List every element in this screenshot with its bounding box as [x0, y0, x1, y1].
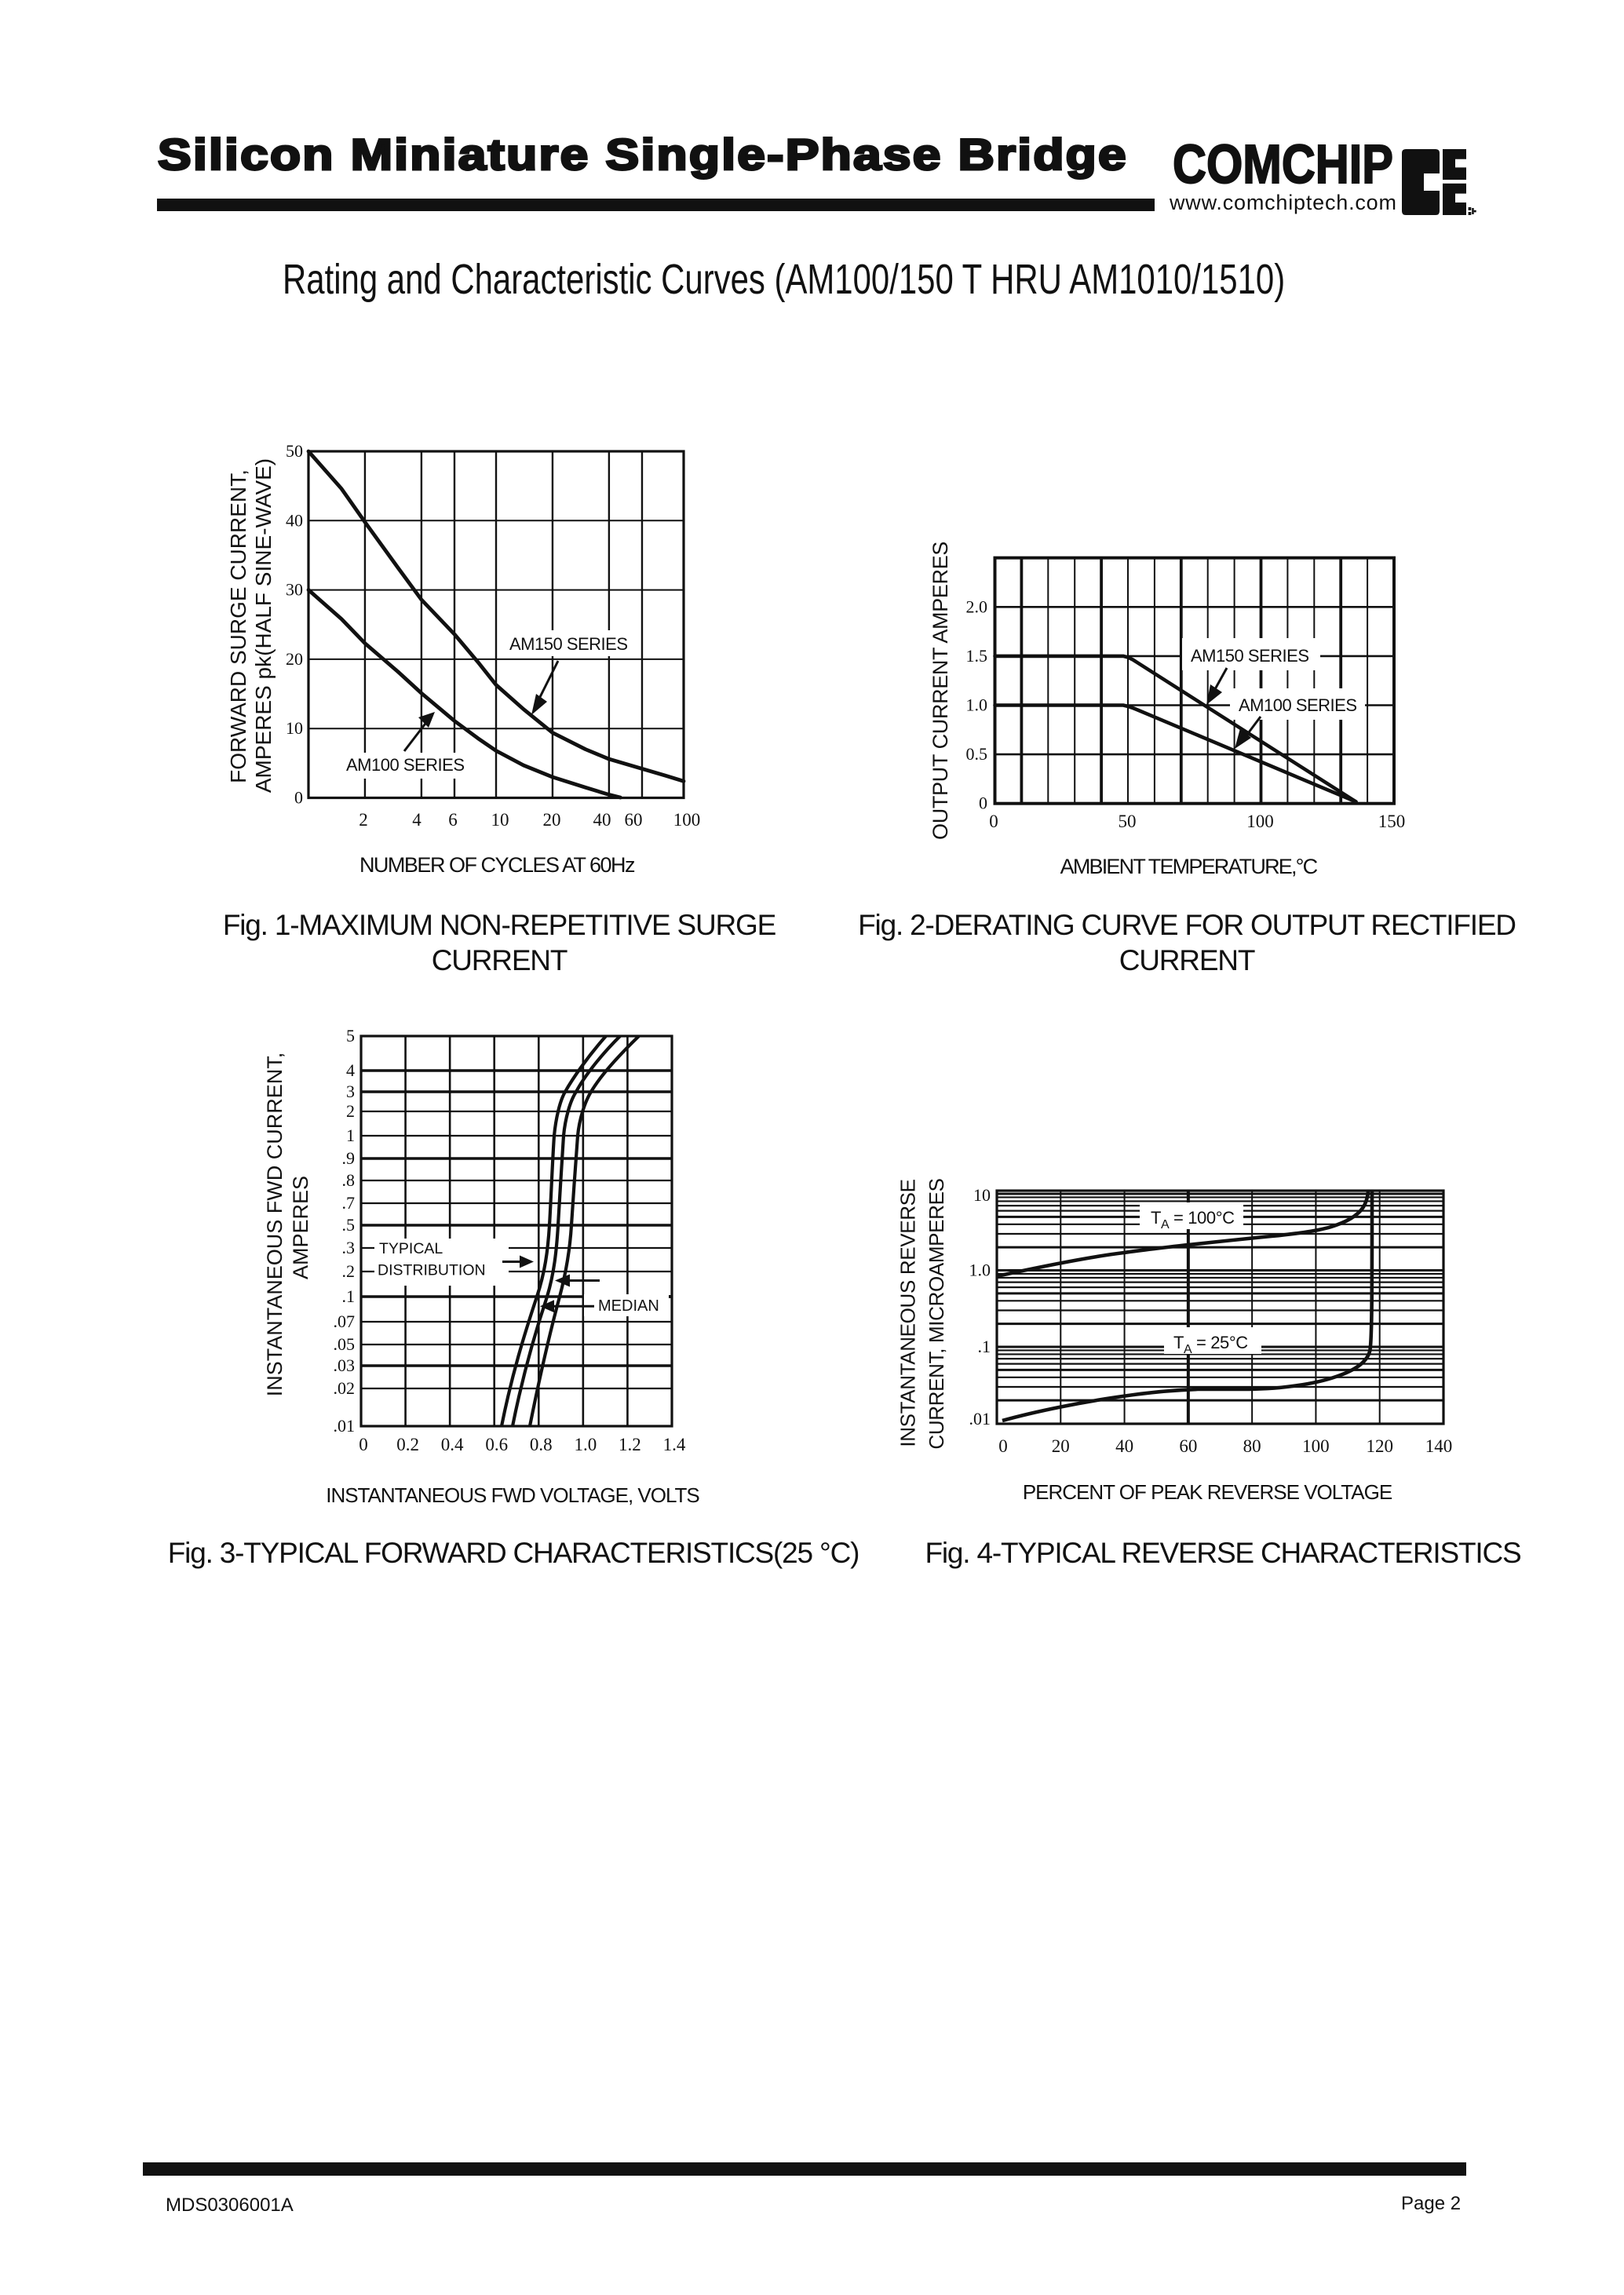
svg-text:0: 0 — [989, 812, 998, 831]
svg-text:40: 40 — [1115, 1436, 1133, 1456]
svg-text:OUTPUT CURRENT AMPERES: OUTPUT CURRENT AMPERES — [929, 542, 952, 840]
svg-text:10: 10 — [491, 810, 509, 830]
svg-text:MEDIAN: MEDIAN — [598, 1297, 659, 1315]
svg-text:2: 2 — [346, 1101, 355, 1121]
svg-text:1.5: 1.5 — [966, 646, 988, 666]
svg-text:.1: .1 — [978, 1337, 991, 1356]
svg-text:40: 40 — [286, 510, 303, 530]
svg-text:100: 100 — [1246, 812, 1274, 831]
svg-text:.1: .1 — [342, 1286, 356, 1306]
svg-text:30: 30 — [286, 580, 303, 600]
svg-text:.02: .02 — [334, 1378, 356, 1398]
svg-text:3: 3 — [346, 1082, 355, 1101]
svg-text:AM150 SERIES: AM150 SERIES — [1191, 646, 1309, 666]
svg-text:20: 20 — [543, 810, 561, 830]
svg-text:5: 5 — [346, 1026, 355, 1045]
svg-text:0: 0 — [359, 1435, 368, 1454]
svg-text:INSTANTANEOUS FWD CURRENT,: INSTANTANEOUS FWD CURRENT, — [263, 1053, 286, 1397]
svg-text:.05: .05 — [334, 1334, 356, 1354]
svg-text:NUMBER OF CYCLES AT 60Hz: NUMBER OF CYCLES AT 60Hz — [359, 853, 635, 877]
svg-text:1.0: 1.0 — [574, 1435, 597, 1454]
svg-text:1.0: 1.0 — [966, 695, 988, 715]
svg-text:0.4: 0.4 — [441, 1435, 464, 1454]
svg-text:CURRENT, MICROAMPERES: CURRENT, MICROAMPERES — [925, 1178, 948, 1449]
svg-text:.03: .03 — [334, 1355, 356, 1375]
svg-text:100: 100 — [1302, 1436, 1330, 1456]
svg-text:INSTANTANEOUS FWD VOLTAGE, VOL: INSTANTANEOUS FWD VOLTAGE, VOLTS — [326, 1483, 699, 1507]
svg-text:.8: .8 — [342, 1170, 356, 1190]
svg-text:1.2: 1.2 — [619, 1435, 641, 1454]
svg-text:10: 10 — [973, 1185, 991, 1205]
svg-text:0.6: 0.6 — [485, 1435, 508, 1454]
svg-text:AMPERES: AMPERES — [289, 1176, 312, 1279]
svg-text:AMBIENT TEMPERATURE,°C: AMBIENT TEMPERATURE,°C — [1060, 855, 1318, 878]
svg-text:150: 150 — [1378, 812, 1406, 831]
svg-text:FORWARD SURGE CURRENT,: FORWARD SURGE CURRENT, — [226, 469, 250, 783]
svg-text:.3: .3 — [342, 1238, 356, 1257]
svg-text:0: 0 — [294, 788, 303, 808]
svg-text:.07: .07 — [334, 1312, 356, 1331]
svg-text:1.4: 1.4 — [663, 1435, 686, 1454]
svg-text:0: 0 — [998, 1436, 1008, 1456]
svg-text:INSTANTANEOUS REVERSE: INSTANTANEOUS REVERSE — [896, 1179, 920, 1447]
svg-text:DISTRIBUTION: DISTRIBUTION — [378, 1262, 486, 1279]
svg-text:0.5: 0.5 — [966, 744, 988, 764]
svg-text:AM100 SERIES: AM100 SERIES — [346, 755, 465, 775]
svg-text:100: 100 — [673, 810, 701, 830]
svg-text:50: 50 — [286, 441, 303, 461]
svg-text:60: 60 — [1179, 1436, 1197, 1456]
svg-text:4: 4 — [412, 810, 422, 830]
svg-text:2: 2 — [359, 810, 368, 830]
svg-text:PERCENT OF PEAK REVERSE VOLTAG: PERCENT OF PEAK REVERSE VOLTAGE — [1023, 1480, 1392, 1504]
svg-text:1.0: 1.0 — [969, 1261, 991, 1280]
svg-text:AM100 SERIES: AM100 SERIES — [1239, 695, 1357, 715]
svg-text:20: 20 — [286, 649, 303, 669]
svg-text:TYPICAL: TYPICAL — [379, 1240, 443, 1257]
svg-text:4: 4 — [346, 1060, 355, 1080]
svg-text:6: 6 — [448, 810, 458, 830]
svg-text:80: 80 — [1243, 1436, 1261, 1456]
svg-text:10: 10 — [286, 718, 303, 738]
svg-text:.2: .2 — [342, 1261, 356, 1281]
svg-text:.7: .7 — [342, 1193, 356, 1213]
svg-text:0.8: 0.8 — [530, 1435, 553, 1454]
svg-text:.9: .9 — [342, 1148, 356, 1168]
svg-text:140: 140 — [1425, 1436, 1453, 1456]
svg-text:50: 50 — [1119, 812, 1137, 831]
svg-text:.01: .01 — [334, 1416, 356, 1436]
svg-text:20: 20 — [1052, 1436, 1070, 1456]
svg-text:2.0: 2.0 — [966, 597, 988, 616]
svg-text:0: 0 — [979, 794, 987, 813]
svg-text:0.2: 0.2 — [396, 1435, 419, 1454]
svg-text:AM150 SERIES: AM150 SERIES — [509, 634, 628, 654]
svg-text:1: 1 — [346, 1126, 355, 1145]
svg-text:AMPERES pk(HALF SINE-WAVE): AMPERES pk(HALF SINE-WAVE) — [251, 458, 276, 793]
svg-text:.5: .5 — [342, 1215, 356, 1235]
svg-text:60: 60 — [625, 810, 643, 830]
svg-text:.01: .01 — [969, 1409, 991, 1428]
svg-text:40: 40 — [593, 810, 611, 830]
svg-text:120: 120 — [1366, 1436, 1393, 1456]
